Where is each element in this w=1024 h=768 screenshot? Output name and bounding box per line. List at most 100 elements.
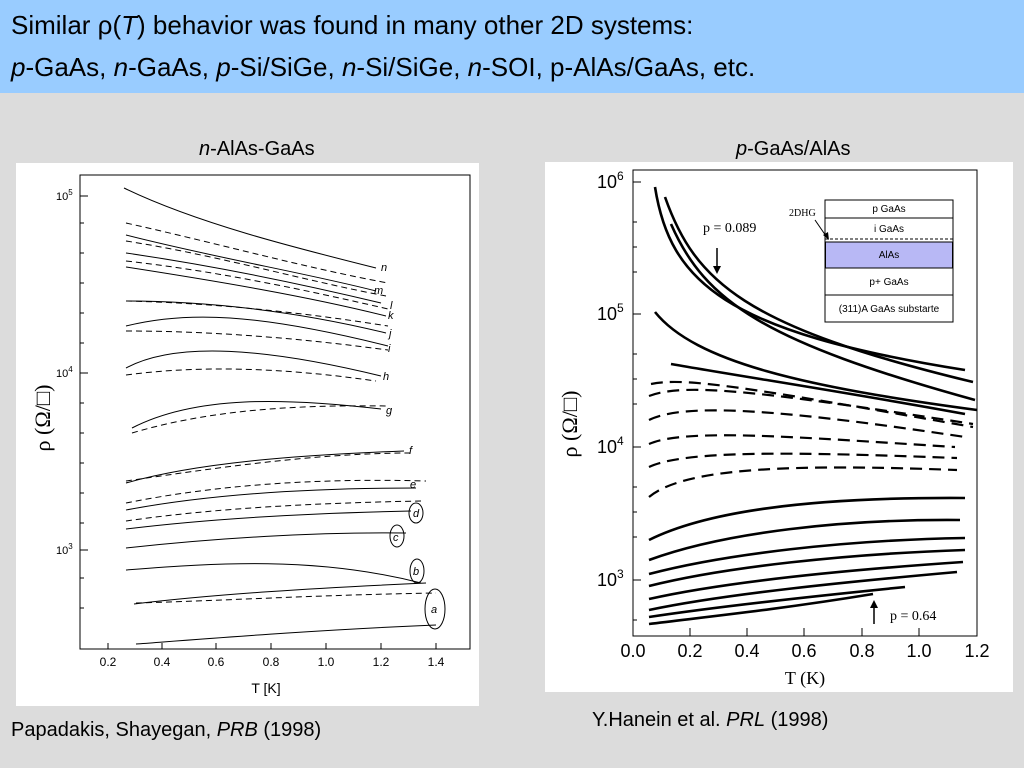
- header-text: -GaAs,: [25, 52, 114, 82]
- right-dashed-curves: [648, 380, 974, 498]
- header-text: -Si/SiGe,: [356, 52, 468, 82]
- right-y-axis-label: ρ (Ω/□): [557, 391, 582, 458]
- citation-year: (1998): [765, 709, 829, 731]
- right-panel-title: p-GaAs/AlAs: [736, 138, 850, 161]
- right-x-tick-label: 1.0: [906, 641, 931, 661]
- inset-layer-diagram: p GaAs i GaAs AlAs p+ GaAs (311)A GaAs s…: [789, 199, 954, 323]
- left-x-tick-label: 1.2: [373, 655, 390, 669]
- left-dashed-curves: [125, 222, 437, 604]
- inset-alas-layer: [825, 241, 953, 269]
- header-text-italic: T: [121, 10, 138, 40]
- left-curve-label: e: [410, 479, 416, 491]
- inset-layer-label: p+ GaAs: [869, 277, 908, 288]
- arrow-right-icon: [814, 219, 829, 240]
- left-curve-label: h: [383, 371, 389, 383]
- left-curve-label: i: [388, 343, 391, 355]
- inset-layer-label: p GaAs: [872, 204, 905, 215]
- left-x-tick-label: 0.4: [154, 655, 171, 669]
- arrow-up-icon: [870, 600, 878, 624]
- left-curve-label: b: [413, 566, 419, 578]
- header-text: (: [112, 10, 122, 40]
- title-text: -AlAs-GaAs: [210, 138, 315, 160]
- right-axes-frame: [632, 169, 978, 637]
- left-curve-label: a: [431, 604, 437, 616]
- left-curve-label: j: [387, 328, 392, 340]
- left-x-tick-label: 0.2: [100, 655, 117, 669]
- inset-layer-label: AlAs: [879, 250, 900, 261]
- right-x-tick-label: 0.2: [677, 641, 702, 661]
- left-panel-title: n-AlAs-GaAs: [199, 138, 315, 161]
- left-curve-label: d: [413, 508, 420, 520]
- right-solid-curves-top: [653, 186, 978, 416]
- right-plot-image: 0.0 0.2 0.4 0.6 0.8 1.0 1.2 T (K) 106 10…: [545, 162, 1013, 692]
- right-x-ticks: [632, 628, 978, 636]
- left-y-tick-label: 103: [56, 542, 73, 557]
- header-text: -SOI, p-AlAs/GaAs, etc.: [482, 52, 756, 82]
- left-citation: Papadakis, Shayegan, PRB (1998): [11, 719, 321, 742]
- right-x-axis-label: T (K): [785, 668, 825, 689]
- header-text: -GaAs,: [128, 52, 217, 82]
- title-italic: p: [736, 138, 748, 160]
- right-x-tick-label: 0.4: [734, 641, 759, 661]
- header-text-italic: n: [113, 52, 129, 82]
- right-solid-curves-bottom: [648, 496, 966, 626]
- left-curve-label: g: [386, 405, 393, 417]
- left-plot-image: 0.2 0.4 0.6 0.8 1.0 1.2 1.4 T [K] 105 10…: [16, 163, 479, 706]
- inset-2dhg-label: 2DHG: [789, 208, 816, 219]
- slide-header: Similar ρ(T) behavior was found in many …: [0, 0, 1024, 93]
- left-x-tick-label: 1.4: [428, 655, 445, 669]
- header-text-italic: p: [216, 52, 231, 82]
- right-y-tick-label: 106: [597, 169, 624, 192]
- right-y-tick-label: 104: [597, 434, 624, 457]
- left-curve-label: k: [388, 310, 394, 322]
- left-y-tick-label: 104: [56, 365, 73, 380]
- left-y-ticks: [80, 195, 88, 609]
- left-curve-label: f: [409, 445, 413, 457]
- left-curve-label: m: [374, 285, 383, 297]
- left-x-tick-label: 0.6: [208, 655, 225, 669]
- title-italic: n: [199, 138, 211, 160]
- citation-journal: PRL: [726, 709, 766, 731]
- header-text: ) behavior was found in many other 2D sy…: [137, 10, 694, 40]
- right-x-tick-label: 1.2: [964, 641, 989, 661]
- left-x-tick-label: 1.0: [318, 655, 335, 669]
- citation-journal: PRB: [216, 719, 258, 741]
- right-x-tick-label: 0.0: [620, 641, 645, 661]
- right-y-ticks: [633, 181, 641, 621]
- right-x-tick-label: 0.6: [791, 641, 816, 661]
- right-x-tick-label: 0.8: [849, 641, 874, 661]
- left-plot-svg: 0.2 0.4 0.6 0.8 1.0 1.2 1.4 T [K] 105 10…: [30, 174, 471, 696]
- left-solid-curves: [123, 187, 437, 645]
- header-text-italic: n: [341, 52, 357, 82]
- right-y-tick-label: 103: [597, 567, 624, 590]
- left-y-axis-label: ρ (Ω/□): [30, 385, 55, 452]
- right-annotation-top: p = 0.089: [703, 221, 756, 236]
- citation-authors: Papadakis, Shayegan,: [11, 719, 217, 741]
- rho-symbol: ρ: [97, 10, 113, 40]
- left-x-axis-label: T [K]: [251, 680, 280, 696]
- header-text-italic: p: [11, 52, 26, 82]
- citation-year: (1998): [257, 719, 322, 741]
- right-annotation-bottom: p = 0.64: [890, 609, 936, 624]
- left-curve-label: n: [381, 262, 387, 274]
- header-line-1: Similar ρ(T) behavior was found in many …: [11, 10, 693, 41]
- header-text-italic: n: [467, 52, 483, 82]
- left-y-tick-label: 105: [56, 188, 73, 203]
- left-axes-frame: [79, 174, 471, 650]
- left-label-circles: [389, 502, 446, 630]
- right-plot-svg: 0.0 0.2 0.4 0.6 0.8 1.0 1.2 T (K) 106 10…: [557, 169, 990, 689]
- left-x-ticks: [107, 643, 437, 649]
- inset-layer-label: i GaAs: [874, 224, 904, 235]
- title-text: -GaAs/AlAs: [747, 138, 851, 160]
- arrow-down-icon: [713, 248, 721, 274]
- right-citation: Y.Hanein et al. PRL (1998): [592, 709, 828, 732]
- left-x-tick-label: 0.8: [263, 655, 280, 669]
- right-y-tick-label: 105: [597, 301, 624, 324]
- left-curve-label: l: [390, 300, 393, 312]
- left-curve-label: c: [393, 532, 399, 544]
- header-text: Similar: [11, 10, 98, 40]
- header-text: -Si/SiGe,: [230, 52, 342, 82]
- inset-layer-label: (311)A GaAs substarte: [839, 304, 940, 315]
- header-line-2: p-GaAs, n-GaAs, p-Si/SiGe, n-Si/SiGe, n-…: [11, 52, 755, 83]
- citation-authors: Y.Hanein et al.: [592, 709, 727, 731]
